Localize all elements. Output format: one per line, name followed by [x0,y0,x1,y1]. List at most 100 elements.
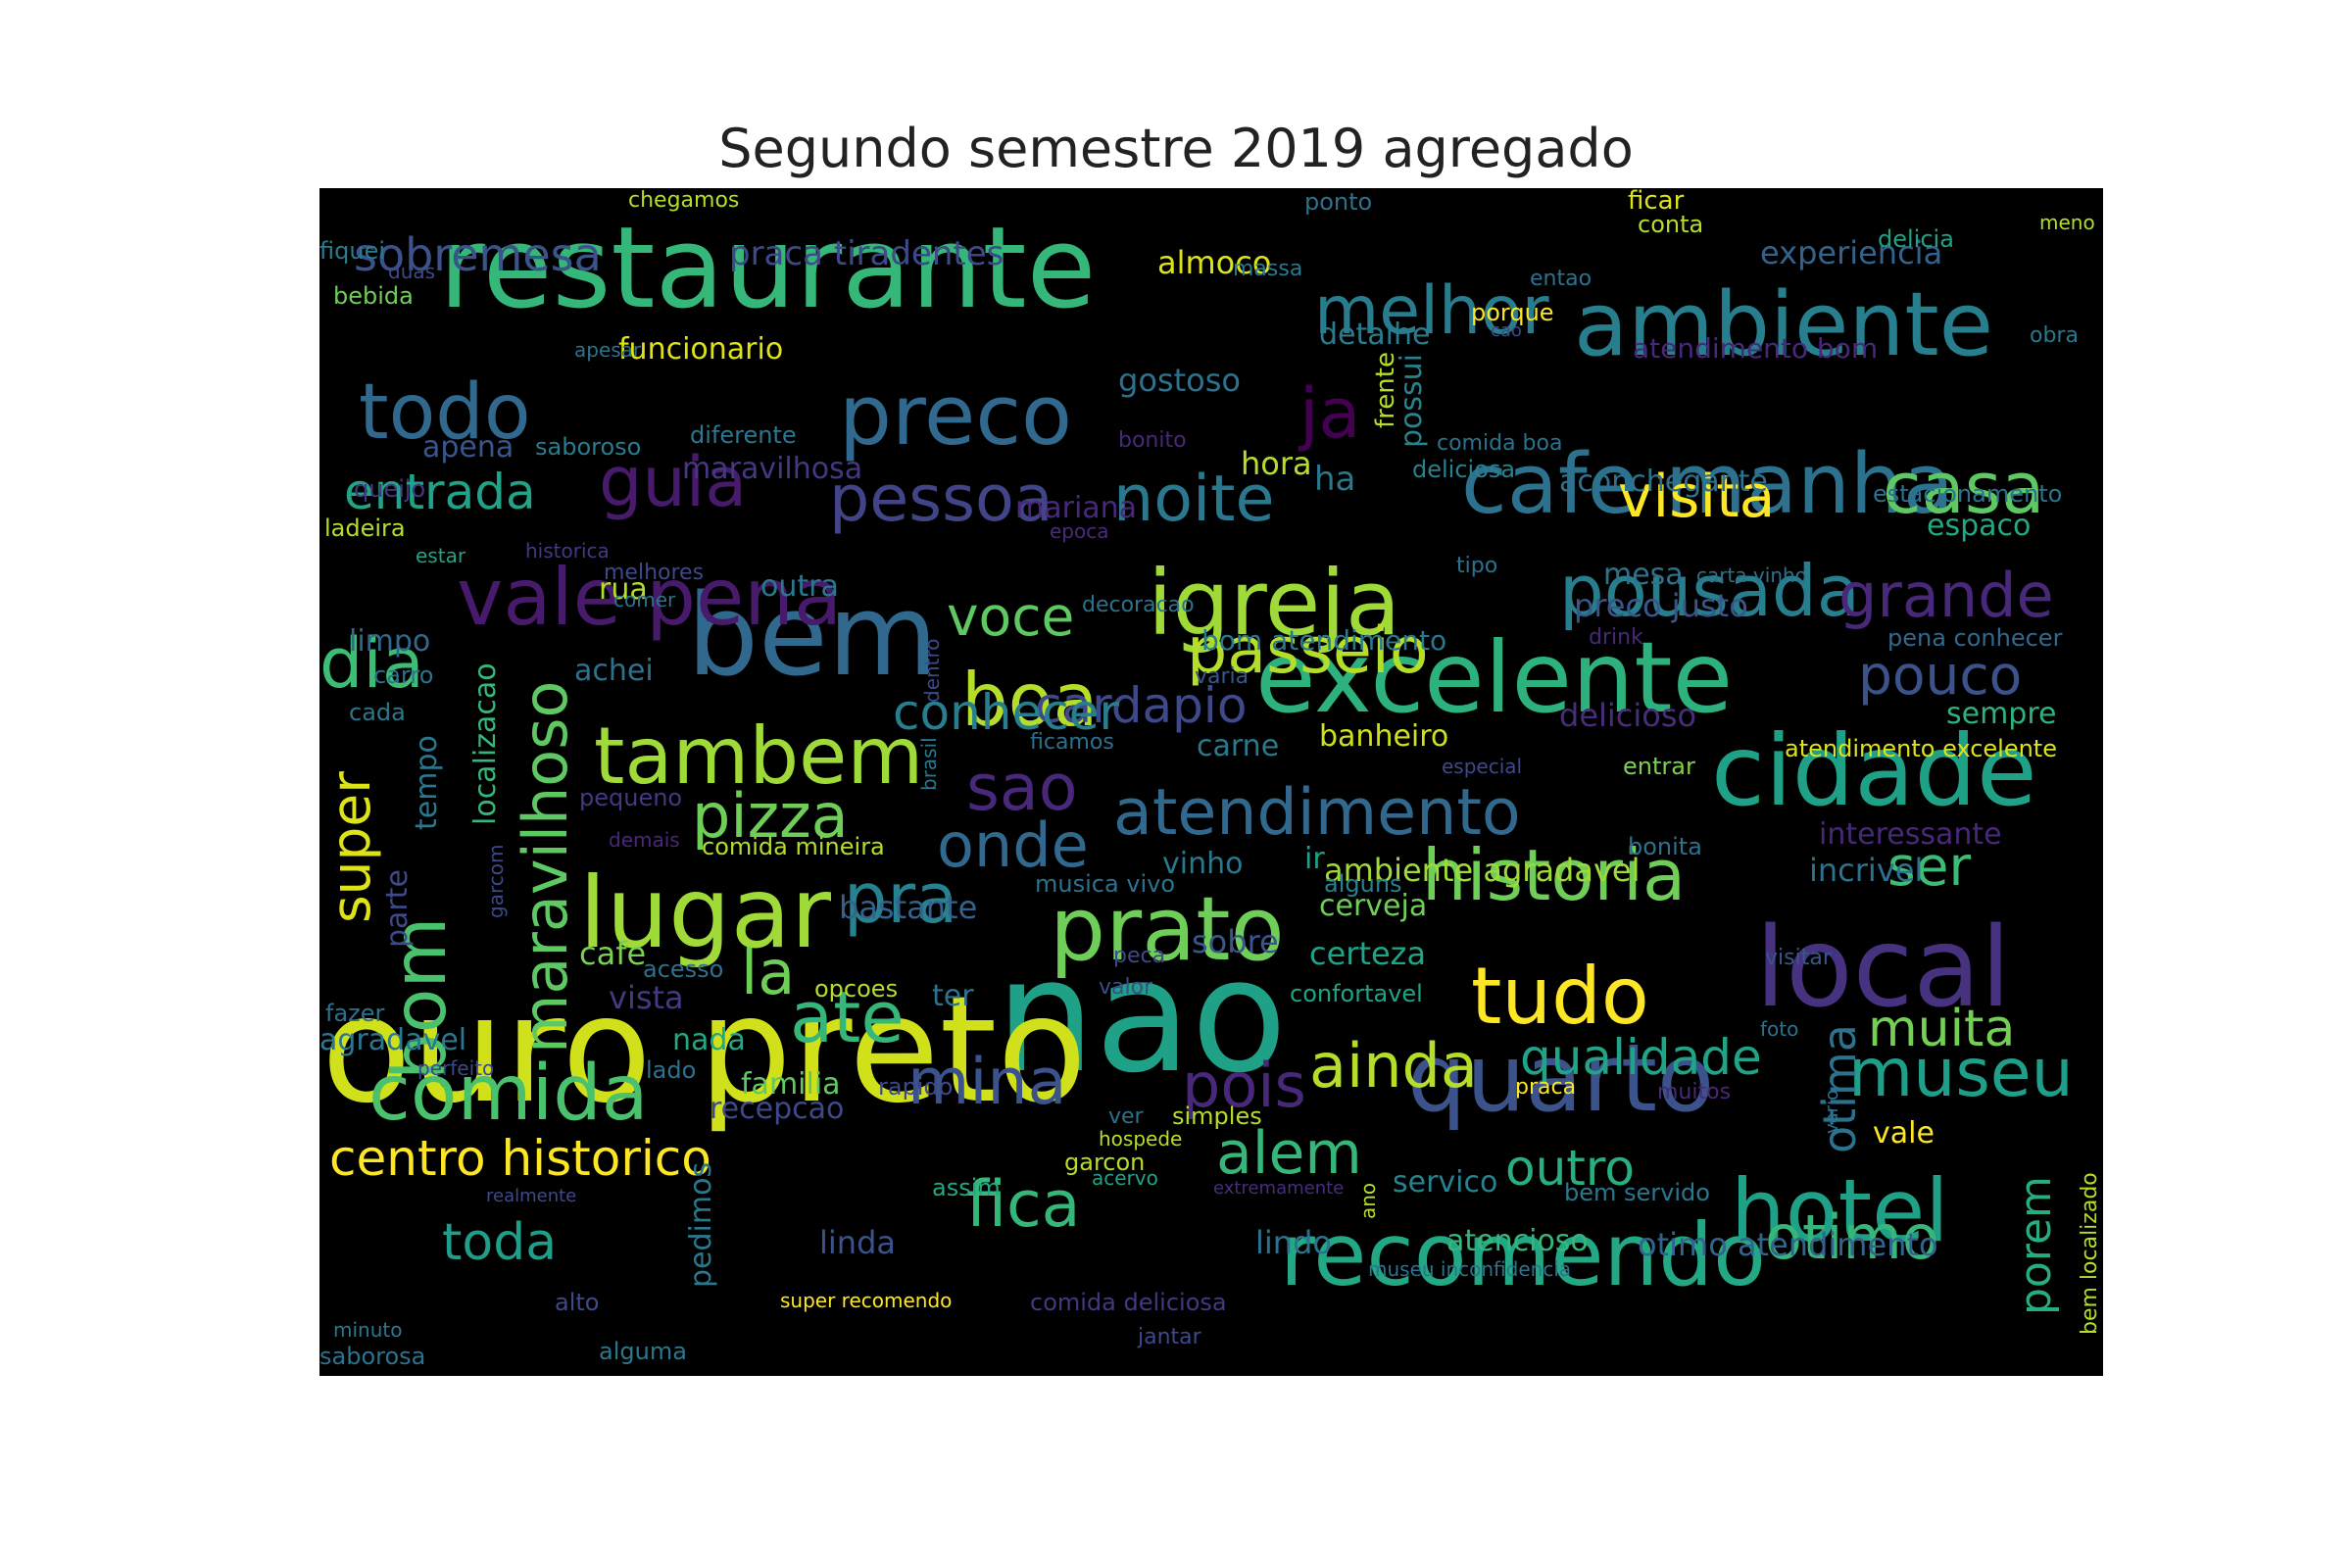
word-frente: frente [1371,352,1400,428]
word-guia: guia [599,442,748,522]
word-recepcao: recepcao [710,1092,845,1126]
word-fiquei: fiquei [319,237,385,265]
word-extremamente: extremamente [1213,1178,1345,1199]
word-bonita: bonita [1628,833,1702,860]
word-garcon: garcon [1064,1149,1146,1176]
word-ter: ter [932,979,974,1013]
word-diferente: diferente [690,421,797,449]
word-igreja: igreja [1148,551,1401,656]
word-porque: porque [1471,299,1554,326]
word-rua: rua [599,572,648,607]
word-ouro-preto: ouro preto [321,965,1088,1136]
word-ficamos: ficamos [1030,730,1114,755]
word-entrar: entrar [1623,753,1695,780]
word-otimo-atendimento: otimo atendimento [1638,1226,1938,1263]
word-opcoes: opcoes [814,975,899,1003]
word-outro: outro [1505,1140,1635,1197]
word-ladeira: ladeira [324,514,406,542]
word-certeza: certeza [1309,935,1427,972]
word-epoca: epoca [1050,519,1109,543]
word-tipo: tipo [1456,554,1498,578]
word-confortavel: confortavel [1290,980,1423,1007]
word-sempre: sempre [1946,697,2057,731]
word-foto: foto [1760,1017,1799,1041]
word-atendimento-bom: atendimento bom [1633,332,1879,365]
word-visitar: visitar [1765,946,1832,970]
word-lado: lado [646,1056,697,1084]
word-alguma: alguma [599,1338,687,1365]
word-historia: historia [1422,834,1687,916]
word-local: local [1755,905,2011,1032]
word-drink: drink [1589,625,1643,650]
word-historica: historica [525,539,610,563]
word-vale: vale [1873,1116,1935,1151]
word-queijo: queijo [354,475,426,503]
word-atendimento-excelente: atendimento excelente [1785,735,2057,762]
word-atencioso: atencioso [1446,1224,1589,1258]
word-fica: fica [966,1168,1081,1242]
word-saborosa: saborosa [319,1343,426,1370]
word-massa: massa [1233,257,1303,281]
word-lugar: lugar [579,856,832,970]
word-experiencia: experiencia [1760,234,1943,271]
word-quarto: quarto [1407,1025,1715,1133]
word-rapido: rapido [878,1073,954,1101]
word-cada: cada [349,699,406,726]
word-banheiro: banheiro [1319,719,1449,754]
word-comida-boa: comida boa [1437,431,1563,456]
word-bastante: bastante [839,889,978,926]
word-muita: muita [1868,1000,2016,1058]
word-nao: nao [996,924,1288,1107]
word-vista: vista [609,979,684,1016]
word-localizacao: localizacao [468,662,503,825]
word-pena-conhecer: pena conhecer [1887,624,2063,652]
word-musica-vivo: musica vivo [1035,870,1176,898]
word-obra: obra [2030,323,2079,348]
word-cidade: cidade [1711,713,2037,828]
word-pizza: pizza [692,780,849,852]
word-ja: ja [1299,373,1361,454]
word-dentro: dentro [920,638,944,703]
word-chegamos: chegamos [628,188,740,213]
word-maravilhoso: maravilhoso [510,680,581,1054]
word-comida-deliciosa: comida deliciosa [1030,1289,1227,1316]
word-pequeno: pequeno [579,784,683,811]
word-parte: parte [380,869,415,948]
word-cafe-manha: cafe manha [1461,436,1954,533]
word-almoco: almoco [1157,244,1272,281]
word-cloud-canvas: nao ouro preto restaurante bem local excelent… [319,188,2103,1376]
word-hospede: hospede [1099,1127,1183,1151]
word-jantar: jantar [1138,1325,1201,1349]
word-otimo: otimo [1765,1201,1939,1273]
word-delicia: delicia [1878,225,1954,253]
word-praca: praca [1515,1075,1577,1100]
word-prato: prato [1050,878,1285,981]
word-super-recomendo: super recomendo [780,1289,953,1312]
word-demais: demais [609,828,680,852]
word-pousada: pousada [1559,550,1860,632]
word-achei: achei [574,654,654,688]
word-cerveja: cerveja [1319,889,1428,923]
word-hotel: hotel [1731,1160,1949,1261]
word-mesa: mesa [1603,558,1684,592]
word-decoracao: decoracao [1082,593,1195,617]
word-bem-localizado: bem localizado [2078,1172,2102,1335]
word-super: super [319,771,382,923]
word-cao: cao [1491,320,1522,341]
word-limpo: limpo [349,624,431,659]
word-entao: entao [1530,267,1592,291]
word-ha: ha [1314,460,1356,499]
word-deliciosa: deliciosa [1412,456,1516,483]
word-ser: ser [1887,835,1972,898]
word-bonito: bonito [1118,428,1187,453]
word-sobre: sobre [1192,923,1279,960]
word-comida-mineira: comida mineira [702,833,885,860]
word-praca-tiradentes: praca tiradentes [729,234,1004,273]
word-minuto: minuto [333,1318,403,1342]
word-especial: especial [1442,755,1523,778]
word-ficar: ficar [1628,188,1685,216]
word-varia: varia [1195,664,1250,689]
word-tudo: tudo [1471,951,1649,1042]
word-tempo: tempo [410,735,444,830]
word-comida: comida [368,1050,649,1138]
